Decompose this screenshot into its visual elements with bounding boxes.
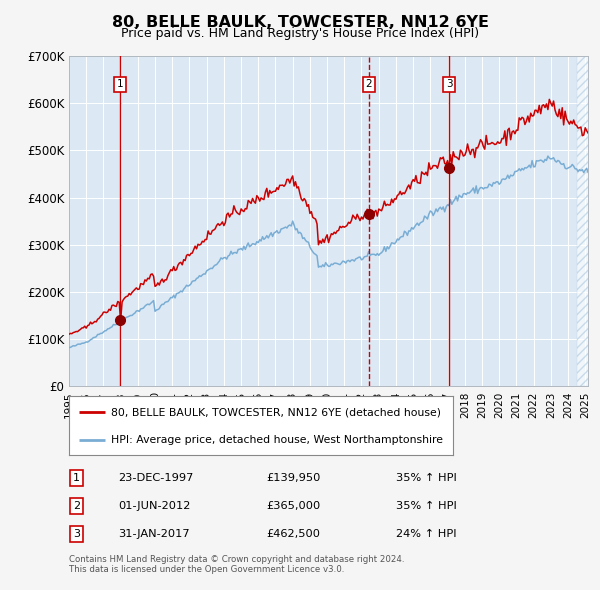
Text: 1: 1	[73, 473, 80, 483]
Text: £462,500: £462,500	[266, 529, 320, 539]
Text: £365,000: £365,000	[266, 502, 320, 511]
Text: 24% ↑ HPI: 24% ↑ HPI	[396, 529, 457, 539]
Text: £139,950: £139,950	[266, 473, 320, 483]
Text: 80, BELLE BAULK, TOWCESTER, NN12 6YE (detached house): 80, BELLE BAULK, TOWCESTER, NN12 6YE (de…	[111, 408, 441, 417]
Text: HPI: Average price, detached house, West Northamptonshire: HPI: Average price, detached house, West…	[111, 435, 443, 444]
Text: 2: 2	[73, 502, 80, 511]
Bar	[577, 56, 592, 386]
Text: 1: 1	[117, 80, 124, 89]
Text: 23-DEC-1997: 23-DEC-1997	[118, 473, 194, 483]
Text: 35% ↑ HPI: 35% ↑ HPI	[396, 473, 457, 483]
Text: 3: 3	[73, 529, 80, 539]
Text: 80, BELLE BAULK, TOWCESTER, NN12 6YE: 80, BELLE BAULK, TOWCESTER, NN12 6YE	[112, 15, 488, 30]
Text: Price paid vs. HM Land Registry's House Price Index (HPI): Price paid vs. HM Land Registry's House …	[121, 27, 479, 40]
Text: Contains HM Land Registry data © Crown copyright and database right 2024.
This d: Contains HM Land Registry data © Crown c…	[69, 555, 404, 574]
Text: 01-JUN-2012: 01-JUN-2012	[118, 502, 191, 511]
Text: 3: 3	[446, 80, 452, 89]
Text: 2: 2	[365, 80, 372, 89]
Text: 31-JAN-2017: 31-JAN-2017	[118, 529, 190, 539]
Text: 35% ↑ HPI: 35% ↑ HPI	[396, 502, 457, 511]
